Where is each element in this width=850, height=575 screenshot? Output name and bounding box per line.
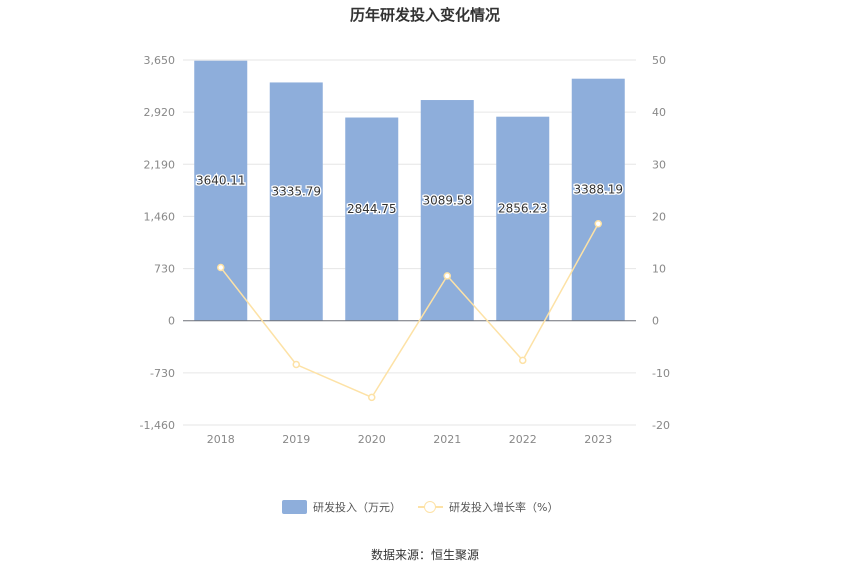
y-left-tick-label: 730	[154, 263, 175, 276]
chart-title: 历年研发投入变化情况	[349, 6, 500, 24]
axes: 3,650 2,920 2,190 1,460 730 0 -730 -1,460 50 40 30…	[140, 54, 670, 446]
bar	[269, 82, 323, 321]
y-right-tick-label: -20	[652, 419, 670, 432]
growth-line	[220, 223, 599, 399]
y-left-tick-label: 0	[168, 315, 175, 328]
legend-label-bar: 研发投入（万元）	[313, 501, 401, 514]
y-right-tick-label: 30	[652, 158, 666, 171]
line-point	[368, 393, 376, 402]
line-series	[217, 219, 602, 402]
bar-series	[194, 60, 625, 321]
x-tick-label: 2023	[584, 433, 612, 446]
legend-bar-swatch-icon	[282, 500, 307, 514]
legend-label-line: 研发投入增长率（%）	[449, 501, 559, 514]
y-right-tick-label: 10	[652, 263, 666, 276]
y-right-tick-label: -10	[652, 367, 670, 380]
bar-data-label: 3335.79	[271, 185, 321, 199]
bar	[345, 117, 399, 321]
bar-data-label: 3640.11	[196, 174, 246, 188]
bar	[496, 116, 550, 321]
y-left-tick-label: -1,460	[140, 419, 175, 432]
y-right-tick-label: 20	[652, 210, 666, 223]
line-point	[292, 360, 300, 369]
bar	[194, 60, 248, 321]
line-point	[594, 219, 602, 228]
y-left-tick-label: 2,190	[144, 158, 176, 171]
y-left-tick-label: 1,460	[144, 210, 176, 223]
bar	[420, 100, 474, 321]
y-left-tick-label: -730	[150, 367, 175, 380]
line-point	[217, 263, 225, 272]
line-point	[443, 272, 451, 280]
y-right-tick-label: 0	[652, 315, 659, 328]
source-note: 数据来源：恒生聚源	[370, 548, 479, 562]
y-left-tick-label: 2,920	[144, 106, 176, 119]
legend-line-swatch-icon	[418, 500, 443, 514]
bar-data-label: 3388.19	[573, 183, 623, 197]
legend: 研发投入（万元） 研发投入增长率（%）	[0, 498, 850, 516]
bar	[571, 78, 625, 321]
y-left-tick-label: 3,650	[144, 54, 176, 67]
bar-data-label: 2856.23	[498, 202, 548, 216]
grid-lines	[183, 59, 636, 426]
y-right-tick-label: 40	[652, 106, 666, 119]
legend-item-line[interactable]: 研发投入增长率（%）	[418, 498, 558, 516]
x-tick-label: 2021	[433, 433, 461, 446]
y-right-tick-label: 50	[652, 54, 666, 67]
x-tick-label: 2020	[358, 433, 386, 446]
bar-data-label: 2844.75	[347, 202, 397, 216]
x-tick-label: 2022	[509, 433, 537, 446]
legend-item-bar[interactable]: 研发投入（万元）	[282, 498, 401, 516]
x-tick-label: 2019	[282, 433, 310, 446]
bar-data-label: 3089.58	[422, 193, 472, 207]
x-tick-label: 2018	[207, 433, 235, 446]
data-labels: 3640.11 3335.79 2844.75 3089.58 2856.23 3388.…	[195, 172, 625, 217]
line-point	[519, 356, 527, 365]
